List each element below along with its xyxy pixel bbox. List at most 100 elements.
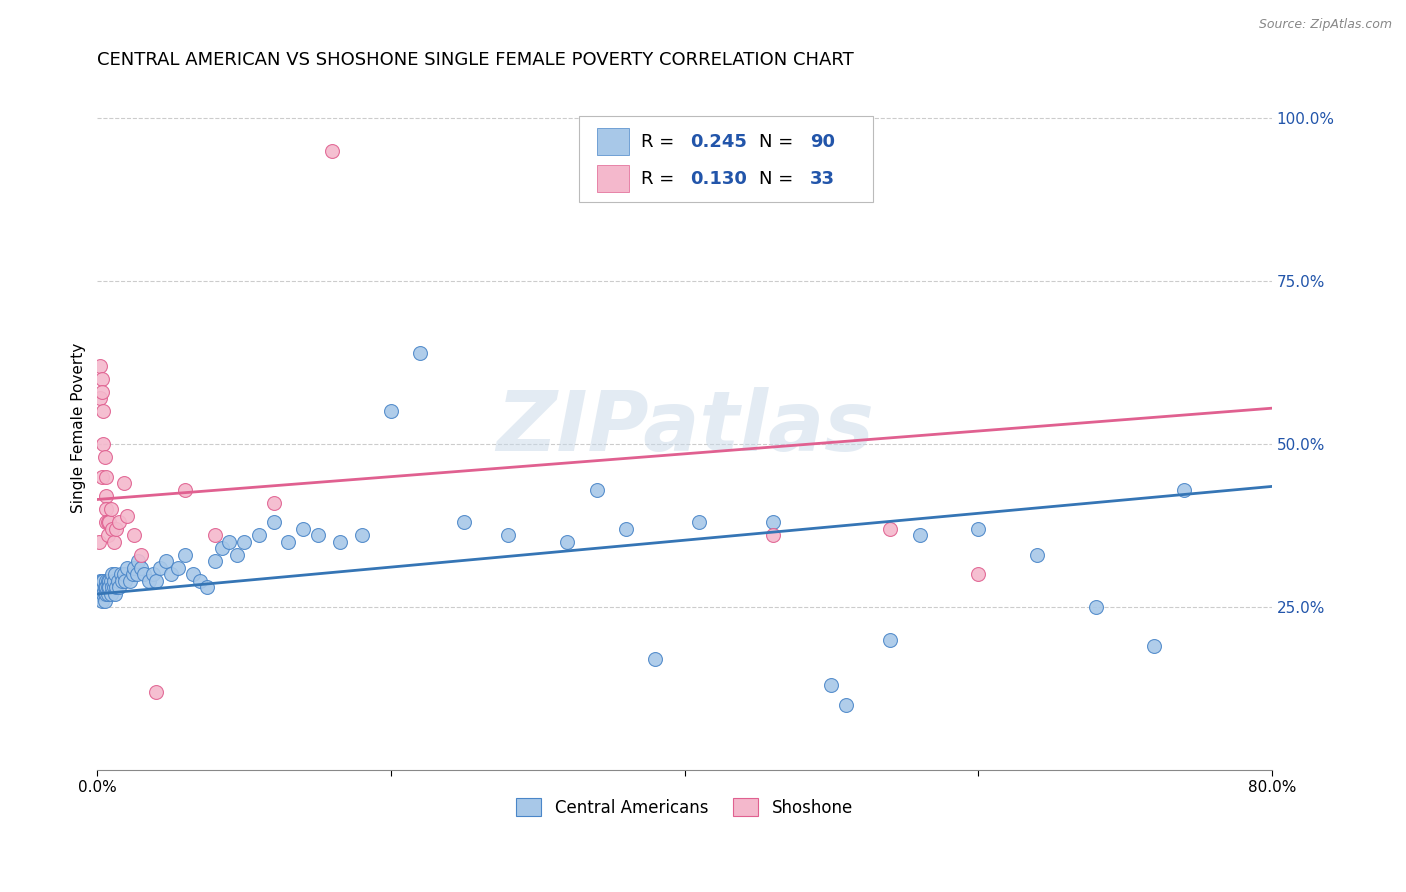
Legend: Central Americans, Shoshone: Central Americans, Shoshone: [510, 792, 859, 823]
Point: [644, 652, 666, 666]
Point: [181, 567, 204, 582]
Point: [90, 372, 112, 386]
Point: [1143, 639, 1166, 653]
Point: [138, 574, 160, 588]
Point: [155, 554, 177, 568]
Point: [112, 567, 135, 582]
Point: [204, 528, 226, 542]
Point: [409, 346, 432, 360]
Point: [101, 567, 124, 582]
Text: ZIPatlas: ZIPatlas: [496, 387, 873, 468]
Text: 90: 90: [810, 133, 835, 151]
Point: [453, 516, 475, 530]
Point: [263, 516, 285, 530]
Text: R =: R =: [641, 169, 681, 188]
Point: [122, 528, 145, 542]
Point: [131, 548, 153, 562]
Point: [108, 581, 131, 595]
Point: [174, 483, 197, 497]
Point: [167, 561, 190, 575]
Point: [104, 567, 127, 582]
Point: [91, 587, 114, 601]
Point: [93, 581, 115, 595]
Point: [96, 516, 118, 530]
Point: [879, 632, 901, 647]
Text: 0.245: 0.245: [690, 133, 748, 151]
Point: [91, 404, 114, 418]
Point: [90, 581, 112, 595]
Point: [91, 574, 114, 588]
Point: [97, 574, 120, 588]
Point: [218, 534, 240, 549]
Point: [100, 502, 122, 516]
Point: [149, 561, 172, 575]
Point: [93, 450, 115, 464]
Point: [90, 384, 112, 399]
FancyBboxPatch shape: [596, 165, 630, 193]
Point: [96, 581, 118, 595]
Point: [97, 528, 120, 542]
FancyBboxPatch shape: [596, 128, 630, 155]
Point: [98, 581, 121, 595]
Point: [879, 522, 901, 536]
Point: [1026, 548, 1049, 562]
Point: [103, 534, 125, 549]
Point: [110, 567, 132, 582]
Point: [87, 581, 110, 595]
Point: [762, 516, 785, 530]
Point: [89, 574, 111, 588]
Point: [100, 574, 122, 588]
Point: [967, 567, 990, 582]
Point: [142, 567, 165, 582]
Point: [321, 144, 343, 158]
Point: [96, 587, 118, 601]
Point: [111, 574, 134, 588]
Point: [103, 574, 125, 588]
Point: [197, 581, 219, 595]
Point: [103, 581, 125, 595]
Point: [329, 534, 352, 549]
Point: [127, 554, 149, 568]
Point: [762, 528, 785, 542]
Point: [91, 581, 114, 595]
Point: [89, 581, 111, 595]
Point: [96, 581, 118, 595]
Point: [100, 587, 122, 601]
Point: [204, 554, 226, 568]
Point: [908, 528, 931, 542]
Point: [105, 581, 128, 595]
Point: [89, 359, 111, 373]
Point: [145, 685, 167, 699]
Point: [98, 581, 121, 595]
Point: [90, 593, 112, 607]
Point: [174, 548, 197, 562]
Point: [87, 534, 110, 549]
Point: [1173, 483, 1195, 497]
FancyBboxPatch shape: [579, 116, 873, 202]
Text: CENTRAL AMERICAN VS SHOSHONE SINGLE FEMALE POVERTY CORRELATION CHART: CENTRAL AMERICAN VS SHOSHONE SINGLE FEMA…: [97, 51, 853, 69]
Point: [91, 437, 114, 451]
Point: [97, 516, 120, 530]
Point: [112, 476, 135, 491]
Point: [291, 522, 314, 536]
Point: [107, 574, 129, 588]
Point: [688, 516, 710, 530]
Point: [1084, 600, 1107, 615]
Text: R =: R =: [641, 133, 681, 151]
Text: Source: ZipAtlas.com: Source: ZipAtlas.com: [1258, 18, 1392, 31]
Point: [96, 469, 118, 483]
Point: [89, 392, 111, 406]
Point: [350, 528, 373, 542]
Point: [134, 567, 156, 582]
Point: [97, 581, 120, 595]
Point: [104, 587, 127, 601]
Point: [90, 587, 112, 601]
Y-axis label: Single Female Poverty: Single Female Poverty: [72, 343, 86, 513]
Point: [131, 561, 153, 575]
Point: [380, 404, 402, 418]
Point: [820, 678, 842, 692]
Point: [211, 541, 233, 556]
Point: [225, 548, 247, 562]
Point: [233, 534, 256, 549]
Text: 33: 33: [810, 169, 835, 188]
